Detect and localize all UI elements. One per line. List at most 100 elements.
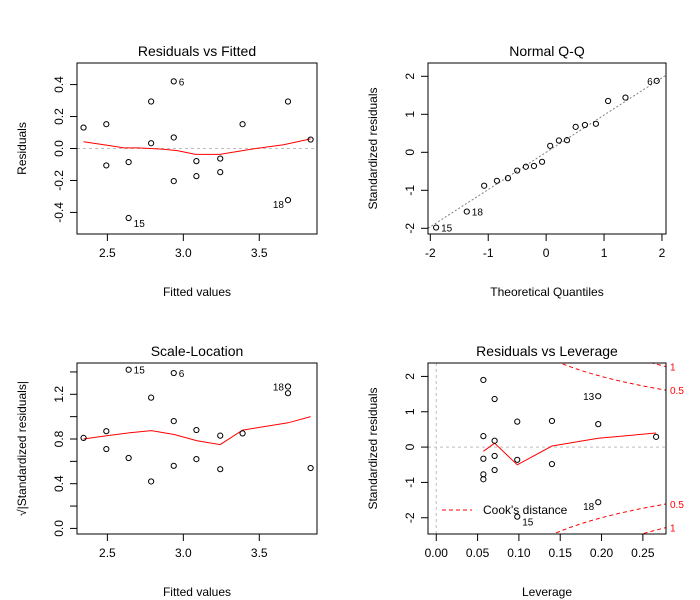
- x-axis-label: Fitted values: [163, 285, 231, 299]
- y-tick-label: 0.4: [52, 475, 66, 492]
- y-tick-label: -1: [403, 477, 417, 488]
- data-point: [80, 434, 87, 441]
- data-point: [563, 137, 571, 144]
- data-point: [284, 197, 292, 204]
- cooks-contour-label: 1: [670, 363, 676, 374]
- data-point: [480, 471, 487, 478]
- x-tick-label: 0.15: [549, 546, 573, 560]
- x-tick-label: 0: [543, 246, 550, 260]
- panel-title: Normal Q-Q: [509, 43, 585, 59]
- data-point: [193, 456, 200, 463]
- data-point: [193, 158, 200, 165]
- data-point: [530, 162, 538, 170]
- point-label: 15: [134, 366, 146, 377]
- data-point: [170, 462, 177, 469]
- y-tick-label: 0.0: [52, 140, 66, 157]
- data-point: [125, 214, 132, 222]
- data-point: [481, 182, 488, 189]
- data-point: [148, 98, 155, 105]
- smoother-line: [83, 138, 311, 155]
- data-point: [652, 433, 660, 440]
- point-label: 15: [134, 219, 146, 230]
- x-axis-label: Fitted values: [163, 585, 231, 599]
- x-axis-label: Theoretical Quantiles: [490, 285, 603, 299]
- x-tick-label: 0.10: [507, 546, 531, 560]
- y-tick-label: 0.8: [52, 430, 66, 447]
- data-point: [572, 123, 579, 130]
- data-point: [170, 178, 177, 185]
- data-point: [125, 366, 132, 373]
- data-point: [193, 426, 200, 434]
- data-point: [548, 417, 556, 425]
- point-label: 18: [583, 502, 595, 513]
- x-tick-label: 0.20: [590, 546, 614, 560]
- x-tick-label: 1: [601, 246, 608, 260]
- data-point: [307, 136, 314, 143]
- data-point: [480, 433, 487, 440]
- data-point: [653, 77, 660, 84]
- data-point: [463, 208, 470, 215]
- point-label: 6: [647, 77, 653, 88]
- y-tick-label: -2: [403, 512, 417, 523]
- data-point: [522, 163, 529, 170]
- point-label: 6: [179, 77, 185, 88]
- data-point: [170, 369, 177, 377]
- data-point: [284, 390, 292, 397]
- cooks-contour-label: 0.5: [670, 500, 684, 511]
- y-tick-label: 1.2: [52, 386, 66, 403]
- y-axis-label: √|Standardized residuals|: [15, 381, 29, 516]
- panel-normal-q-q: Normal Q-Q 15 18 6 -2 -1 0 1 2 -2 -1 0 1 2 Theoretical…: [366, 43, 667, 299]
- x-tick-label: 0.25: [631, 546, 655, 560]
- legend-label: Cook's distance: [483, 503, 568, 517]
- data-point: [239, 121, 246, 128]
- data-point: [80, 124, 87, 131]
- data-point: [491, 437, 498, 444]
- y-tick-label: -1: [403, 185, 417, 196]
- x-tick-label: -2: [425, 246, 436, 260]
- x-tick-label: 2.5: [99, 246, 116, 260]
- data-point: [170, 134, 177, 141]
- data-point: [170, 418, 177, 425]
- data-point: [514, 418, 521, 425]
- plot-area: [428, 74, 666, 229]
- point-label: 18: [472, 208, 484, 219]
- qq-reference-line: [428, 74, 666, 229]
- point-label: 6: [179, 369, 185, 380]
- data-point: [592, 120, 600, 127]
- data-point: [217, 432, 224, 439]
- cooks-contour-label: 0.5: [670, 386, 684, 397]
- data-point: [491, 395, 498, 403]
- data-point: [125, 454, 132, 462]
- x-tick-label: 3.5: [251, 546, 268, 560]
- y-tick-label: -0.2: [52, 170, 66, 191]
- data-point: [547, 142, 554, 149]
- y-tick-label: 0.0: [52, 520, 66, 537]
- data-point: [480, 376, 487, 384]
- data-point: [514, 456, 521, 463]
- plot-box: [427, 62, 667, 235]
- y-tick-label: -2: [403, 223, 417, 234]
- y-tick-label: 0: [403, 443, 417, 450]
- data-point: [103, 162, 110, 169]
- data-point: [595, 499, 602, 506]
- y-axis-label: Residuals: [15, 122, 29, 175]
- x-tick-label: 0.00: [425, 546, 449, 560]
- y-tick-label: 1: [403, 111, 417, 118]
- point-label: 18: [273, 200, 285, 211]
- data-point: [595, 393, 602, 400]
- data-point: [581, 121, 589, 129]
- x-tick-label: 2.5: [99, 546, 116, 560]
- y-tick-label: 2: [403, 73, 417, 80]
- panel-title: Residuals vs Leverage: [476, 343, 618, 359]
- data-point: [595, 421, 602, 428]
- data-point: [239, 430, 246, 437]
- data-point: [548, 460, 556, 468]
- x-tick-label: 3.0: [175, 246, 192, 260]
- point-label: 18: [273, 382, 285, 393]
- data-point: [514, 167, 521, 174]
- x-tick-label: 3.5: [251, 246, 268, 260]
- data-point: [148, 478, 155, 485]
- x-tick-label: 3.0: [175, 546, 192, 560]
- x-tick-label: -1: [483, 246, 494, 260]
